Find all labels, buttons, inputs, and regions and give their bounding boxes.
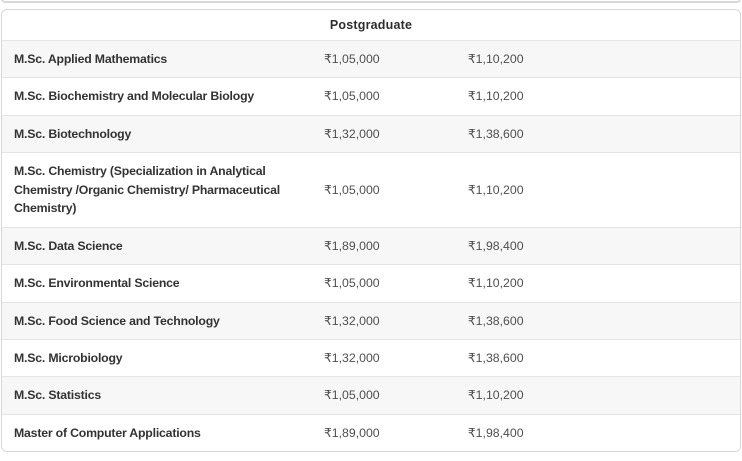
table-header-row: Postgraduate	[2, 10, 740, 41]
fee-column-2-cell: ₹1,10,200	[467, 276, 524, 291]
fee-column-2-cell: ₹1,10,200	[467, 182, 524, 197]
course-name-cell: M.Sc. Biochemistry and Molecular Biology	[14, 89, 255, 104]
fee-column-2-cell: ₹1,38,600	[467, 350, 524, 365]
fee-column-1-cell: ₹1,05,000	[323, 276, 380, 291]
table-row: M.Sc. Applied Mathematics ₹1,05,000 ₹1,1…	[2, 40, 740, 78]
table-row: M.Sc. Food Science and Technology ₹1,32,…	[2, 302, 740, 340]
previous-card-bottom-edge	[1, 0, 741, 3]
table-header: Postgraduate	[2, 10, 740, 41]
fee-column-2-cell: ₹1,98,400	[467, 425, 524, 440]
fee-column-2-cell: ₹1,10,200	[467, 89, 524, 104]
course-name-cell: M.Sc. Food Science and Technology	[14, 313, 220, 328]
table-row: M.Sc. Biotechnology ₹1,32,000 ₹1,38,600	[2, 115, 740, 153]
table-row: M.Sc. Chemistry (Specialization in Analy…	[2, 152, 740, 228]
fee-column-2-cell: ₹1,10,200	[467, 388, 524, 403]
course-name-cell: M.Sc. Microbiology	[14, 350, 123, 365]
fee-column-2-cell: ₹1,38,600	[467, 126, 524, 141]
table-row: M.Sc. Microbiology ₹1,32,000 ₹1,38,600	[2, 339, 740, 377]
fee-column-1-cell: ₹1,32,000	[323, 126, 380, 141]
course-name-cell: M.Sc. Environmental Science	[14, 276, 180, 291]
postgraduate-fees-card: Postgraduate M.Sc. Applied Mathematics ₹…	[1, 9, 741, 453]
fee-column-1-cell: ₹1,05,000	[323, 182, 380, 197]
fee-column-2-cell: ₹1,38,600	[467, 313, 524, 328]
table-row: M.Sc. Data Science ₹1,89,000 ₹1,98,400	[2, 227, 740, 265]
table-row: M.Sc. Biochemistry and Molecular Biology…	[2, 77, 740, 116]
table-header-title: Postgraduate	[2, 10, 740, 41]
course-name-cell: M.Sc. Statistics	[14, 388, 102, 403]
fee-column-2-cell: ₹1,10,200	[467, 52, 524, 66]
fee-column-1-cell: ₹1,89,000	[323, 238, 380, 253]
table-body: M.Sc. Applied Mathematics ₹1,05,000 ₹1,1…	[2, 40, 740, 452]
fee-column-2-cell: ₹1,98,400	[467, 238, 524, 253]
fee-column-1-cell: ₹1,05,000	[323, 388, 380, 403]
table-row: M.Sc. Environmental Science ₹1,05,000 ₹1…	[2, 264, 740, 302]
fee-column-1-cell: ₹1,05,000	[323, 52, 380, 66]
course-name-cell: M.Sc. Chemistry (Specialization in Analy…	[14, 164, 280, 216]
course-name-cell: Master of Computer Applications	[14, 425, 201, 440]
course-name-cell: M.Sc. Biotechnology	[14, 126, 132, 141]
fee-column-1-cell: ₹1,32,000	[323, 350, 380, 365]
fee-column-1-cell: ₹1,05,000	[323, 89, 380, 104]
course-name-cell: M.Sc. Applied Mathematics	[14, 52, 168, 66]
table-row: Master of Computer Applications ₹1,89,00…	[2, 414, 740, 452]
postgraduate-fees-table: Postgraduate M.Sc. Applied Mathematics ₹…	[2, 10, 740, 452]
fee-column-1-cell: ₹1,89,000	[323, 425, 380, 440]
table-row: M.Sc. Statistics ₹1,05,000 ₹1,10,200	[2, 376, 740, 415]
course-name-cell: M.Sc. Data Science	[14, 238, 123, 253]
fee-column-1-cell: ₹1,32,000	[323, 313, 380, 328]
